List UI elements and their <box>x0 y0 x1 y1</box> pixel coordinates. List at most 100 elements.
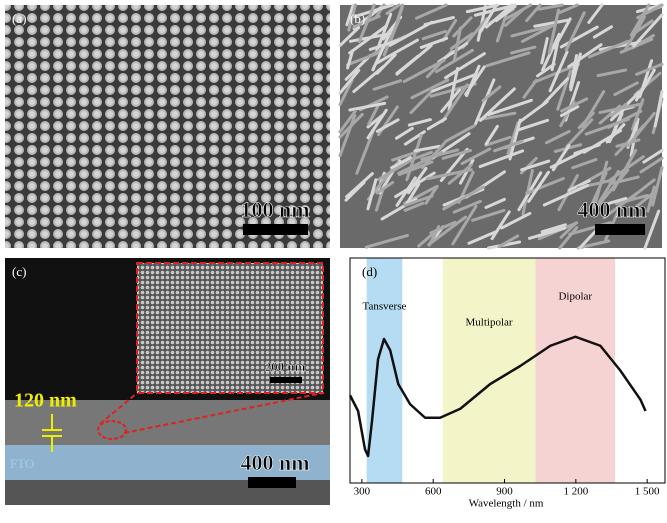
needle <box>474 78 496 126</box>
needle <box>347 3 357 32</box>
needle <box>525 176 565 195</box>
needle <box>508 118 522 161</box>
needle <box>626 111 656 147</box>
needle <box>528 226 567 240</box>
needle <box>429 220 457 235</box>
needle <box>353 3 395 19</box>
needle <box>477 111 517 122</box>
needle <box>441 148 472 160</box>
needle <box>444 124 476 143</box>
needle <box>544 129 571 145</box>
needle <box>542 184 590 207</box>
needle <box>497 234 520 249</box>
needle <box>556 69 573 111</box>
needle <box>540 223 567 234</box>
needle <box>404 182 421 207</box>
needle <box>542 77 569 106</box>
needle <box>375 180 395 195</box>
needle <box>407 118 432 127</box>
needle <box>393 5 404 30</box>
needle <box>402 58 446 84</box>
inset-scale-label: 200 nm <box>265 359 306 374</box>
needle <box>338 112 364 139</box>
needle <box>366 178 378 211</box>
needle <box>415 3 448 20</box>
needle <box>597 169 620 204</box>
needle <box>442 185 485 211</box>
needle <box>587 39 630 59</box>
needle <box>540 37 549 65</box>
needle <box>375 38 419 65</box>
needle <box>478 149 525 169</box>
needle <box>338 26 361 48</box>
needle <box>565 118 594 148</box>
needle <box>613 81 639 97</box>
panel-b <box>338 3 664 250</box>
scale-bar <box>243 224 308 235</box>
needle <box>560 97 589 113</box>
needle <box>500 211 532 230</box>
needle <box>551 144 571 172</box>
needle <box>385 3 401 16</box>
needle <box>632 13 664 48</box>
needle <box>452 199 482 214</box>
needle <box>395 126 414 140</box>
needle <box>403 194 434 207</box>
layer-label: FTO <box>10 456 34 471</box>
needle <box>559 105 580 118</box>
scale-bar-label: 100 nm <box>240 197 309 222</box>
needle <box>605 123 626 144</box>
needle <box>403 130 426 146</box>
x-tick-label: 1 200 <box>563 486 588 498</box>
panel-a: (a) 100 nm <box>5 5 330 248</box>
needle <box>410 78 450 100</box>
needle <box>344 180 366 202</box>
needle <box>427 215 467 247</box>
needle <box>449 32 474 50</box>
needle <box>504 8 524 27</box>
needle <box>338 113 357 158</box>
needle <box>487 98 533 117</box>
needle <box>548 50 569 93</box>
needle <box>444 52 486 80</box>
needle <box>413 144 441 153</box>
needle <box>623 15 646 52</box>
needle <box>465 3 500 14</box>
needle <box>485 51 531 68</box>
needle <box>372 79 403 91</box>
needle <box>525 3 542 23</box>
needle <box>344 53 372 81</box>
scale-bar-label: 400 nm <box>240 450 309 475</box>
x-tick-label: 900 <box>496 486 513 498</box>
needle <box>608 175 640 186</box>
needle <box>573 143 601 155</box>
needle <box>485 3 514 29</box>
needle <box>568 54 579 89</box>
needle <box>533 18 572 28</box>
zoom-circle <box>97 420 127 440</box>
needle <box>609 103 628 118</box>
scale-bar <box>595 224 645 235</box>
needle <box>397 151 444 175</box>
needle <box>484 135 512 147</box>
x-tick-label: 1 500 <box>635 486 660 498</box>
x-axis-label: Wavelength / nm <box>469 498 544 510</box>
region <box>366 258 403 483</box>
needle <box>338 68 361 95</box>
needle <box>478 87 516 122</box>
needle <box>419 36 449 49</box>
needle <box>421 29 447 41</box>
needle <box>460 147 492 166</box>
needle <box>557 174 579 212</box>
needle <box>376 156 416 181</box>
needle <box>346 49 355 70</box>
needle <box>646 185 656 213</box>
x-tick-label: 300 <box>354 486 371 498</box>
needle <box>518 100 549 124</box>
needle <box>409 91 432 115</box>
needle <box>484 197 506 209</box>
needle <box>635 192 655 208</box>
thickness-marker <box>42 414 62 452</box>
scale-bar <box>248 477 296 488</box>
needle <box>564 11 586 52</box>
